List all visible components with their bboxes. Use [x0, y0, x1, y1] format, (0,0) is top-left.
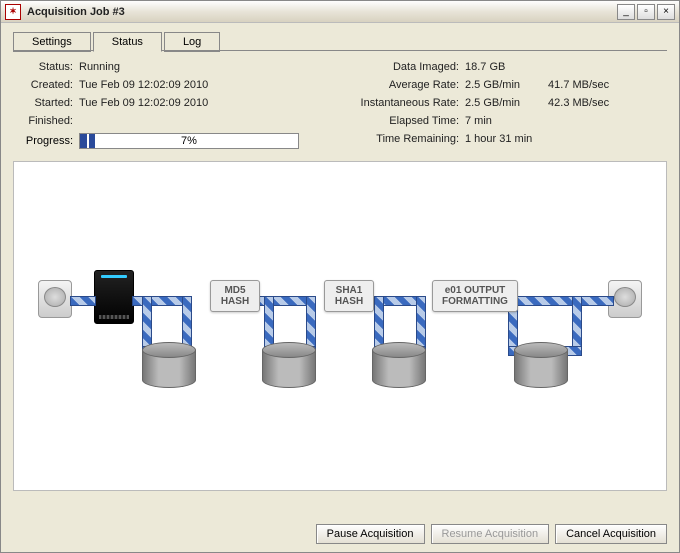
- minimize-button[interactable]: _: [617, 4, 635, 20]
- status-value: Running: [79, 61, 120, 73]
- stage-label-line: MD5: [219, 285, 251, 296]
- elapsed-label: Elapsed Time:: [339, 115, 459, 127]
- stats-grid: Status: Running Created: Tue Feb 09 12:0…: [13, 51, 667, 157]
- tab-status[interactable]: Status: [93, 32, 162, 52]
- progress-label: Progress:: [19, 135, 73, 147]
- source-disk-icon: [38, 280, 72, 318]
- stage-label-line: SHA1: [333, 285, 365, 296]
- data-imaged-value: 18.7 GB: [465, 61, 505, 73]
- pipe: [70, 296, 96, 306]
- acquisition-device-icon: [94, 270, 134, 324]
- resume-acquisition-button[interactable]: Resume Acquisition: [431, 524, 550, 544]
- stage-label-line: e01 OUTPUT: [441, 285, 509, 296]
- pipe: [580, 296, 614, 306]
- stage-label-line: HASH: [219, 296, 251, 307]
- tab-log[interactable]: Log: [164, 32, 220, 52]
- inst-rate-value: 2.5 GB/min: [465, 97, 520, 109]
- close-button[interactable]: ×: [657, 4, 675, 20]
- maximize-button[interactable]: ▫: [637, 4, 655, 20]
- cancel-acquisition-button[interactable]: Cancel Acquisition: [555, 524, 667, 544]
- progress-text: 7%: [80, 134, 298, 148]
- finished-label: Finished:: [19, 115, 73, 127]
- status-label: Status:: [19, 61, 73, 73]
- progress-bar: 7%: [79, 133, 299, 149]
- remaining-label: Time Remaining:: [339, 133, 459, 145]
- window-title: Acquisition Job #3: [27, 6, 617, 18]
- stage-sha1-hash: SHA1 HASH: [324, 280, 374, 312]
- buffer-cylinder-icon: [514, 342, 568, 392]
- created-label: Created:: [19, 79, 73, 91]
- app-icon: ✶: [5, 4, 21, 20]
- buffer-cylinder-icon: [142, 342, 196, 392]
- titlebar: ✶ Acquisition Job #3 _ ▫ ×: [1, 1, 679, 23]
- inst-rate-extra: 42.3 MB/sec: [548, 97, 609, 109]
- inst-rate-label: Instantaneous Rate:: [339, 97, 459, 109]
- created-value: Tue Feb 09 12:02:09 2010: [79, 79, 208, 91]
- data-imaged-label: Data Imaged:: [339, 61, 459, 73]
- stage-md5-hash: MD5 HASH: [210, 280, 260, 312]
- avg-rate-value: 2.5 GB/min: [465, 79, 520, 91]
- buffer-cylinder-icon: [372, 342, 426, 392]
- elapsed-value: 7 min: [465, 115, 492, 127]
- avg-rate-label: Average Rate:: [339, 79, 459, 91]
- tab-settings[interactable]: Settings: [13, 32, 91, 52]
- stage-label-line: HASH: [333, 296, 365, 307]
- started-label: Started:: [19, 97, 73, 109]
- footer-buttons: Pause Acquisition Resume Acquisition Can…: [316, 524, 667, 544]
- started-value: Tue Feb 09 12:02:09 2010: [79, 97, 208, 109]
- stage-label-line: FORMATTING: [441, 296, 509, 307]
- stage-e01-output: e01 OUTPUT FORMATTING: [432, 280, 518, 312]
- remaining-value: 1 hour 31 min: [465, 133, 532, 145]
- pipeline-diagram: MD5 HASH SHA1 HASH e01 OUTPUT FORMATTING: [13, 161, 667, 491]
- tab-bar: Settings Status Log: [13, 31, 667, 51]
- avg-rate-extra: 41.7 MB/sec: [548, 79, 609, 91]
- buffer-cylinder-icon: [262, 342, 316, 392]
- app-window: ✶ Acquisition Job #3 _ ▫ × Settings Stat…: [0, 0, 680, 553]
- pause-acquisition-button[interactable]: Pause Acquisition: [316, 524, 425, 544]
